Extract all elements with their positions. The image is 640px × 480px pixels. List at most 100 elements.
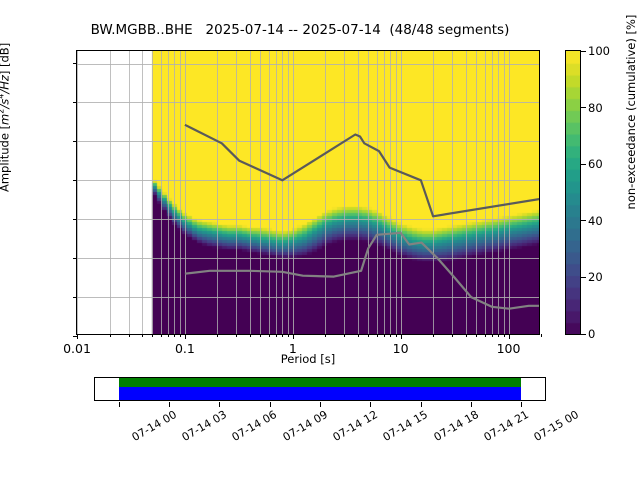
gridline-vertical xyxy=(249,51,251,334)
colorbar-tick-label: 80 xyxy=(588,100,603,115)
gridline-vertical xyxy=(160,51,162,334)
gridline-vertical xyxy=(465,51,467,334)
gridline-vertical xyxy=(260,51,262,334)
y-tick-mark xyxy=(72,63,77,65)
timeline-tick-mark xyxy=(420,402,422,407)
timeline-tick-label: 07-14 15 xyxy=(380,408,431,444)
gridline-vertical xyxy=(376,51,378,334)
x-tick-mark xyxy=(292,334,294,339)
gridline-vertical xyxy=(508,51,510,334)
colorbar-gradient xyxy=(566,51,580,334)
ppsd-axes: −60−80−100−120−140−160−180−200 0.010.111… xyxy=(63,50,543,356)
gridline-vertical xyxy=(383,51,385,334)
x-tick-mark xyxy=(109,334,111,337)
y-tick-mark xyxy=(72,257,77,259)
gridline-vertical xyxy=(287,51,289,334)
x-tick-label: 0.01 xyxy=(63,341,91,356)
timeline-tick-mark xyxy=(169,402,171,407)
gridline-vertical xyxy=(400,51,402,334)
x-tick-mark xyxy=(249,334,251,337)
gridline-horizontal xyxy=(77,219,539,221)
data-coverage-timeline xyxy=(94,377,546,407)
colorbar-tick-mark xyxy=(581,276,586,278)
timeline-tick-label: 07-15 00 xyxy=(531,408,581,444)
data-coverage-green xyxy=(118,378,522,387)
x-tick-mark xyxy=(390,334,392,337)
gridline-horizontal xyxy=(77,297,539,299)
x-tick-mark xyxy=(383,334,385,337)
x-tick-mark xyxy=(184,334,186,339)
gridline-vertical xyxy=(236,51,238,334)
x-tick-mark xyxy=(174,334,176,337)
nlnm-curve xyxy=(184,231,539,310)
timeline-tick-mark xyxy=(219,402,221,407)
gridline-vertical xyxy=(142,51,143,334)
timeline-tick-label: 07-14 12 xyxy=(330,408,380,444)
gridline-horizontal xyxy=(77,258,539,260)
x-tick-label: 0.1 xyxy=(174,341,195,356)
gridline-vertical xyxy=(179,51,181,334)
gridline-vertical xyxy=(276,51,278,334)
x-tick-mark xyxy=(484,334,486,337)
x-tick-mark xyxy=(160,334,162,337)
gridline-vertical xyxy=(128,51,130,334)
x-tick-label: 100 xyxy=(496,341,521,356)
gridline-vertical xyxy=(491,51,493,334)
x-tick-mark xyxy=(179,334,181,337)
x-tick-mark xyxy=(368,334,370,337)
x-tick-mark xyxy=(376,334,378,337)
x-tick-mark xyxy=(276,334,278,337)
timeline-tick-label: 07-14 00 xyxy=(129,408,179,444)
gridline-vertical xyxy=(433,51,435,334)
colorbar-tick-label: 40 xyxy=(588,213,603,228)
gridline-vertical xyxy=(77,51,78,334)
nhnm-curve xyxy=(184,123,539,218)
gridline-vertical xyxy=(344,51,346,334)
x-tick-mark xyxy=(357,334,359,337)
x-tick-mark xyxy=(260,334,262,337)
timeline-tick-mark xyxy=(269,402,271,407)
x-tick-mark xyxy=(142,334,144,337)
y-tick-mark xyxy=(72,335,77,337)
colorbar-tick-mark xyxy=(581,220,586,222)
timeline-tick-label: 07-14 06 xyxy=(230,408,280,444)
timeline-tick-mark xyxy=(470,402,472,407)
gridline-horizontal xyxy=(77,63,539,65)
x-tick-mark xyxy=(491,334,493,337)
x-tick-mark xyxy=(503,334,505,337)
colorbar-label: non-exceedance (cumulative) [%] xyxy=(624,14,638,210)
x-tick-mark xyxy=(268,334,270,337)
colorbar-tick-mark xyxy=(581,50,586,52)
timeline-tick-label: 07-14 03 xyxy=(179,408,230,444)
ppsd-plot-area xyxy=(77,51,539,334)
colorbar-tick-label: 100 xyxy=(588,44,610,58)
x-tick-mark xyxy=(217,334,219,337)
x-tick-label: 10 xyxy=(392,341,409,356)
x-tick-mark xyxy=(236,334,238,337)
colorbar: 0 20 40 60 80 100 xyxy=(565,44,610,341)
gridline-vertical xyxy=(168,51,170,334)
timeline-tick-label: 07-14 18 xyxy=(431,408,481,444)
colorbar-tick-label: 20 xyxy=(588,270,603,285)
colorbar-tick-label: 0 xyxy=(588,327,596,341)
page-title: BW.MGBB..BHE 2025-07-14 -- 2025-07-14 (4… xyxy=(90,22,510,38)
x-tick-mark xyxy=(395,334,397,337)
gridline-vertical xyxy=(395,51,397,334)
x-tick-mark xyxy=(325,334,327,337)
gridline-vertical xyxy=(325,51,327,334)
timeline-tick-label: 07-14 09 xyxy=(280,408,330,444)
gridline-vertical xyxy=(390,51,392,334)
colorbar-tick-mark xyxy=(581,163,586,165)
colorbar-tick-label: 60 xyxy=(588,157,603,172)
gridline-vertical xyxy=(357,51,359,334)
x-tick-mark xyxy=(287,334,289,337)
timeline-tick-mark xyxy=(521,402,523,407)
gridline-vertical xyxy=(498,51,500,334)
gridline-vertical xyxy=(503,51,505,334)
y-tick-mark xyxy=(72,101,77,103)
x-tick-mark xyxy=(152,334,154,337)
x-tick-mark xyxy=(77,334,79,339)
x-tick-label: 1 xyxy=(288,341,297,356)
gridline-vertical xyxy=(484,51,486,334)
data-coverage-blue xyxy=(118,386,522,400)
